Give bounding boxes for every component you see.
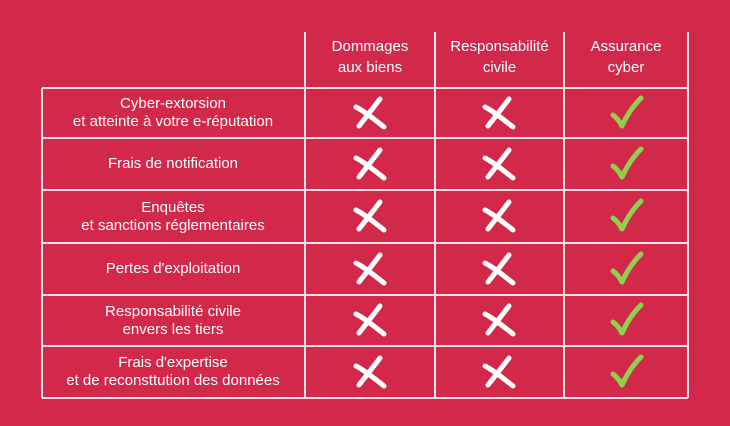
check-icon bbox=[606, 93, 646, 133]
cross-icon bbox=[479, 196, 519, 236]
cross-icon bbox=[479, 144, 519, 184]
row-label: Frais de notification bbox=[107, 155, 239, 172]
cross-icon bbox=[479, 93, 519, 133]
column-header-assurance-cyber: Assurance cyber bbox=[590, 38, 662, 76]
cross-icon bbox=[479, 300, 519, 340]
check-icon bbox=[606, 144, 646, 184]
cross-icon bbox=[350, 352, 390, 392]
cross-icon bbox=[350, 93, 390, 133]
row-label: Pertes d'exploitation bbox=[105, 260, 241, 277]
cross-icon bbox=[350, 249, 390, 289]
cross-icon bbox=[479, 249, 519, 289]
check-icon bbox=[606, 352, 646, 392]
row-label: Frais d'expertise et de reconsttution de… bbox=[66, 354, 280, 389]
check-icon bbox=[606, 249, 646, 289]
cross-icon bbox=[350, 300, 390, 340]
cross-icon bbox=[350, 144, 390, 184]
column-header-responsabilite: Responsabilité civile bbox=[450, 38, 549, 76]
check-icon bbox=[606, 196, 646, 236]
row-label: Cyber-extorsion et atteinte à votre e-ré… bbox=[72, 95, 274, 130]
check-icon bbox=[606, 300, 646, 340]
row-label: Enquêtes et sanctions réglementaires bbox=[81, 198, 265, 234]
column-header-dommages: Dommages aux biens bbox=[331, 38, 409, 76]
row-label: Responsabilité civile envers les tiers bbox=[105, 302, 241, 338]
cross-icon bbox=[350, 196, 390, 236]
cross-icon bbox=[479, 352, 519, 392]
